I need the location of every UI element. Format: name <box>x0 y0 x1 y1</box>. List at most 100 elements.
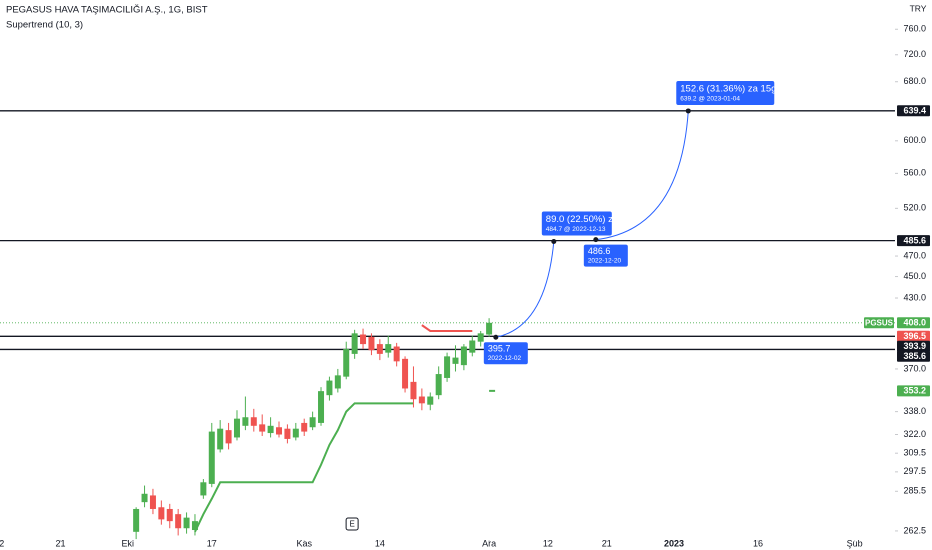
point-value: 395.7 <box>488 344 511 354</box>
supertrend-up <box>194 402 414 533</box>
candle-body <box>292 428 299 438</box>
y-tick-label: 285.5 <box>903 486 926 496</box>
x-tick-label: 21 <box>55 538 65 548</box>
candle-body <box>393 346 400 362</box>
x-tick-label: 14 <box>375 538 385 548</box>
price-tag <box>897 340 930 352</box>
price-tag <box>897 105 930 117</box>
candle-body <box>301 422 308 432</box>
x-tick-label: 21 <box>602 538 612 548</box>
price-tag-label: 485.6 <box>903 236 926 246</box>
candle-body <box>435 374 442 396</box>
y-tick-label: 520.0 <box>903 203 926 213</box>
candle-body <box>250 417 257 426</box>
candle-body <box>175 514 182 529</box>
symbol-label: PGSUS <box>865 318 894 327</box>
price-tag <box>897 350 930 362</box>
candle-body <box>351 333 358 354</box>
candle-body <box>376 344 383 354</box>
candle-body <box>242 417 249 426</box>
price-tag <box>897 330 930 342</box>
candle-body <box>444 356 451 378</box>
y-tick-label: 450.0 <box>903 271 926 281</box>
x-tick-label: 17 <box>207 538 217 548</box>
y-tick-label: 470.0 <box>903 250 926 260</box>
candle-body <box>133 508 140 532</box>
candle-body <box>149 495 156 509</box>
indicator-name: Supertrend (10, 3) <box>6 20 83 31</box>
chart-title: PEGASUS HAVA TAŞIMACILIĞI A.Ş., 1G, BIST <box>6 5 208 16</box>
candle-body <box>418 396 425 404</box>
candle-body <box>233 418 240 438</box>
candle-body <box>452 357 459 364</box>
candle-body <box>158 507 165 520</box>
price-tag <box>897 317 930 329</box>
candle-body <box>486 322 493 335</box>
currency: TRY <box>910 3 927 13</box>
candle-body <box>166 508 173 522</box>
projection-point <box>551 239 557 245</box>
price-tag-label: 385.6 <box>903 351 926 361</box>
projection-point <box>593 237 599 243</box>
candle-body <box>267 425 274 434</box>
price-tag <box>897 385 930 397</box>
x-tick-label: 12 <box>543 538 553 548</box>
point-box <box>583 244 628 267</box>
y-tick-label: 760.0 <box>903 24 926 34</box>
y-tick-label: 309.5 <box>903 448 926 458</box>
y-tick-label: 720.0 <box>903 49 926 59</box>
candle-body <box>183 517 190 529</box>
projection-curve <box>495 241 555 338</box>
measure-text: 152.6 (31.36%) za 15g <box>680 83 776 94</box>
candle-body <box>208 431 215 484</box>
point-box <box>483 342 528 365</box>
candle-body <box>343 348 350 377</box>
measure-text: 89.0 (22.50%) za 11g <box>546 214 636 225</box>
candle-body <box>284 428 291 439</box>
candle-body <box>191 521 198 531</box>
price-tag-label: 639.4 <box>903 106 926 116</box>
point-date: 2022-12-20 <box>588 257 622 264</box>
y-tick-label: 338.0 <box>903 406 926 416</box>
x-tick-label: 2023 <box>664 538 684 548</box>
candle-body <box>259 424 266 432</box>
symbol-tag <box>864 317 894 329</box>
price-tag-label: 408.0 <box>903 318 926 328</box>
y-tick-label: 430.0 <box>903 292 926 302</box>
candle-body <box>200 482 207 496</box>
projection-point <box>493 334 499 340</box>
y-tick-label: 297.5 <box>903 466 926 476</box>
x-tick-label: Eki <box>121 538 134 548</box>
measure-box <box>541 211 612 236</box>
projection-curve <box>595 110 689 241</box>
candle-body <box>225 430 232 444</box>
x-tick-label: Şub <box>847 538 863 548</box>
supertrend-down <box>421 324 473 332</box>
event-marker <box>345 517 359 531</box>
candle-body <box>402 358 409 389</box>
x-tick-label: Kas <box>296 538 312 548</box>
point-date: 2022-12-02 <box>488 355 522 362</box>
projection-point <box>685 108 691 114</box>
measure-detail: 639.2 @ 2023-01-04 <box>680 96 740 103</box>
candle-body <box>368 336 375 351</box>
candle-body <box>141 493 148 503</box>
x-tick-label: 16 <box>753 538 763 548</box>
candle-body <box>334 375 341 389</box>
x-tick-label: 2 <box>0 538 4 548</box>
y-tick-label: 680.0 <box>903 76 926 86</box>
y-tick-label: 322.0 <box>903 429 926 439</box>
price-tag-label: 396.5 <box>903 331 926 341</box>
candle-body <box>477 333 484 342</box>
candle-body <box>326 380 333 396</box>
candle-body <box>427 396 434 405</box>
candle-body <box>217 428 224 450</box>
candle-body <box>309 417 316 428</box>
y-tick-label: 262.5 <box>903 525 926 535</box>
measure-box <box>676 80 775 105</box>
event-label: E <box>349 520 354 529</box>
point-value: 486.6 <box>588 246 611 256</box>
price-tag-label: 393.9 <box>903 341 926 351</box>
